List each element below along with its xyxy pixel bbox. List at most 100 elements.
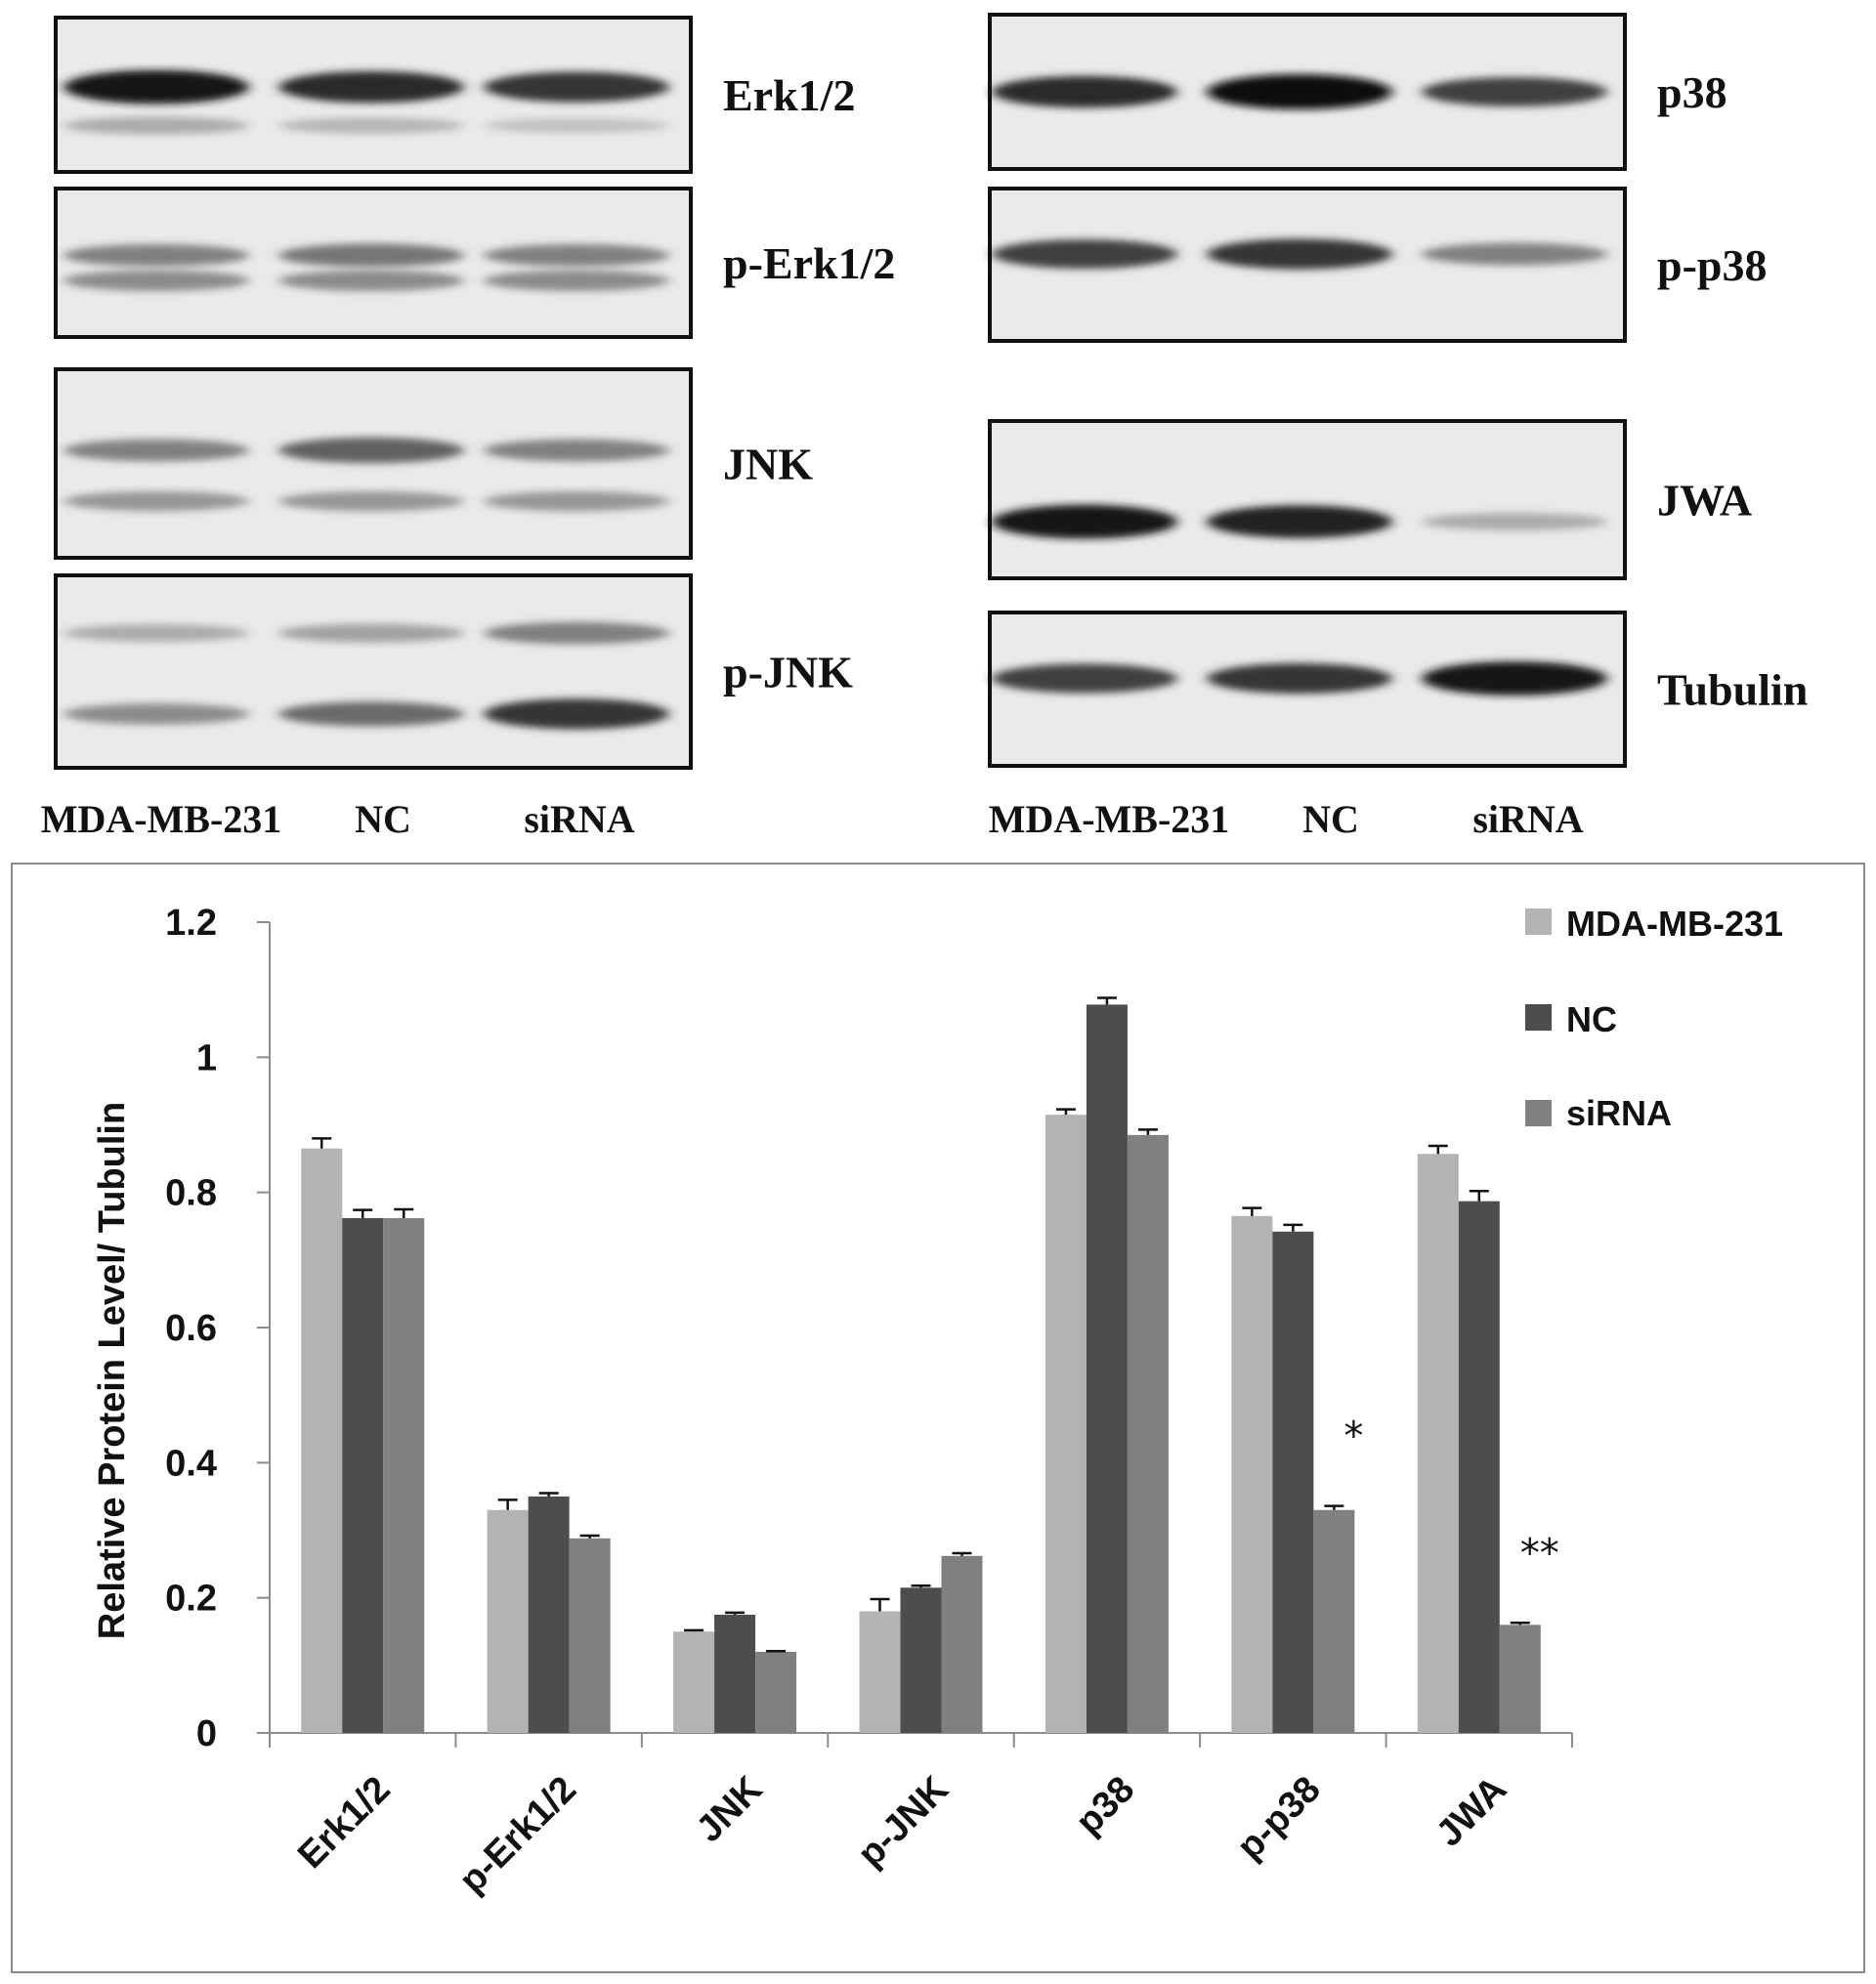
blot-border-pjnk: [54, 573, 693, 770]
band-pjnk-row2-lane2: [278, 701, 464, 727]
blot-label-pp38: p-p38: [1657, 240, 1767, 290]
band-erk-row2-lane2: [278, 117, 464, 134]
blot-label-pjnk: p-JNK: [723, 648, 853, 697]
y-axis-title: Relative Protein Level/ Tubulin: [92, 1102, 133, 1639]
band-p38-row1-lane2: [1207, 74, 1392, 109]
legend: MDA-MB-231 NC siRNA: [1525, 904, 1783, 1133]
bar-p38-NC: [1086, 1004, 1128, 1733]
western-blot-panels: Erk1/2 p-Erk1/2 JNK p-JNK p38 p-p38 JWA Tubulin: [54, 13, 1808, 770]
band-p38-row1-lane3: [1422, 77, 1607, 106]
blot-label-tubulin: Tubulin: [1657, 665, 1808, 715]
band-jnk-row1-lane1: [64, 439, 249, 462]
bar-p-p38-MDA-MB-231: [1231, 1215, 1273, 1733]
band-p38-row1-lane1: [992, 75, 1177, 108]
blot-label-jwa: JWA: [1657, 476, 1752, 526]
band-jwa-row1-lane2: [1207, 505, 1392, 538]
blot-border-jwa: [988, 419, 1627, 580]
blot-border-perk: [54, 187, 693, 339]
legend-swatch-nc: [1525, 1004, 1552, 1031]
blot-jwa: JWA: [988, 419, 1752, 580]
band-pjnk-row2-lane3: [484, 698, 669, 730]
band-perk-row1-lane3: [484, 244, 669, 267]
legend-swatch-sirna: [1525, 1100, 1552, 1126]
bar-Erk1/2-NC: [342, 1217, 384, 1733]
blot-jnk: JNK: [54, 367, 813, 560]
band-pjnk-row1-lane2: [278, 623, 464, 643]
bar-p-JNK-NC: [900, 1587, 942, 1733]
blot-border-pp38: [988, 187, 1627, 343]
band-jnk-row2-lane2: [278, 490, 464, 512]
blot-erk: Erk1/2: [54, 16, 855, 174]
band-perk-row2-lane1: [64, 270, 249, 292]
band-jnk-row1-lane2: [278, 437, 464, 464]
band-jwa-row1-lane1: [992, 504, 1177, 539]
blot-tubulin: Tubulin: [988, 611, 1808, 768]
legend-label-sirna: siRNA: [1566, 1093, 1672, 1133]
bar-JNK-NC: [714, 1614, 756, 1733]
band-erk-row1-lane3: [484, 71, 669, 103]
band-erk-row2-lane3: [484, 117, 669, 134]
bar-JWA-NC: [1458, 1201, 1500, 1733]
right-lane-label-2: NC: [1302, 797, 1359, 841]
band-perk-row2-lane2: [278, 270, 464, 292]
bar-p-Erk1/2-NC: [528, 1496, 570, 1733]
legend-swatch-mda: [1525, 908, 1552, 935]
bar-JWA-siRNA: [1499, 1625, 1541, 1733]
y-tick-label-4: 0.8: [165, 1173, 217, 1214]
bar-p-Erk1/2-siRNA: [569, 1538, 611, 1733]
blot-membrane-pjnk: [56, 575, 691, 768]
blot-membrane-jnk: [56, 369, 691, 558]
blot-pjnk: p-JNK: [54, 573, 853, 770]
band-pjnk-row1-lane1: [64, 624, 249, 643]
blot-membrane-jwa: [990, 421, 1625, 578]
significance-mark-JWA: **: [1520, 1531, 1559, 1576]
legend-label-nc: NC: [1566, 999, 1617, 1039]
band-pjnk-row2-lane1: [64, 703, 249, 725]
y-tick-label-1: 0.2: [165, 1579, 217, 1620]
legend-label-mda: MDA-MB-231: [1566, 904, 1783, 944]
y-tick-label-3: 0.6: [165, 1308, 217, 1349]
y-tick-label-6: 1.2: [165, 903, 217, 944]
band-jwa-row1-lane3: [1422, 513, 1607, 531]
y-tick-label-2: 0.4: [165, 1443, 217, 1484]
band-jnk-row2-lane3: [484, 490, 669, 512]
band-pp38-row1-lane2: [1207, 238, 1392, 270]
bar-p38-MDA-MB-231: [1045, 1115, 1087, 1733]
band-perk-row1-lane2: [278, 243, 464, 268]
bar-JNK-siRNA: [755, 1652, 797, 1733]
blot-label-erk: Erk1/2: [723, 70, 855, 120]
blot-pp38: p-p38: [988, 187, 1767, 343]
blot-label-jnk: JNK: [723, 440, 813, 489]
band-pp38-row1-lane3: [1422, 242, 1607, 266]
band-jnk-row2-lane1: [64, 490, 249, 512]
bar-JNK-MDA-MB-231: [673, 1631, 715, 1733]
bar-p-p38-NC: [1272, 1231, 1314, 1733]
band-perk-row2-lane3: [484, 270, 669, 292]
bar-JWA-MDA-MB-231: [1417, 1154, 1459, 1733]
left-lane-label-1: MDA-MB-231: [41, 797, 282, 841]
band-jnk-row1-lane3: [484, 439, 669, 462]
bar-p38-siRNA: [1127, 1134, 1169, 1733]
y-tick-label-5: 1: [196, 1037, 217, 1078]
bar-p-p38-siRNA: [1313, 1509, 1355, 1733]
bar-p-JNK-siRNA: [941, 1555, 983, 1733]
band-tubulin-row1-lane1: [992, 663, 1177, 694]
bar-Erk1/2-siRNA: [383, 1217, 425, 1733]
band-tubulin-row1-lane2: [1207, 662, 1392, 695]
bar-p-JNK-MDA-MB-231: [859, 1611, 901, 1733]
blot-label-perk: p-Erk1/2: [723, 238, 895, 288]
left-lane-label-3: siRNA: [524, 797, 634, 841]
blot-perk: p-Erk1/2: [54, 187, 895, 339]
y-tick-label-0: 0: [196, 1713, 217, 1754]
band-erk-row1-lane1: [64, 69, 249, 105]
significance-mark-p-p38: *: [1343, 1414, 1363, 1459]
blot-border-jnk: [54, 367, 693, 560]
band-perk-row1-lane1: [64, 244, 249, 267]
bar-Erk1/2-MDA-MB-231: [301, 1148, 343, 1733]
blot-p38: p38: [988, 13, 1727, 171]
band-erk-row1-lane2: [278, 70, 464, 104]
band-tubulin-row1-lane3: [1422, 661, 1607, 696]
blot-border-tubulin: [988, 611, 1627, 768]
band-erk-row2-lane1: [64, 116, 249, 135]
